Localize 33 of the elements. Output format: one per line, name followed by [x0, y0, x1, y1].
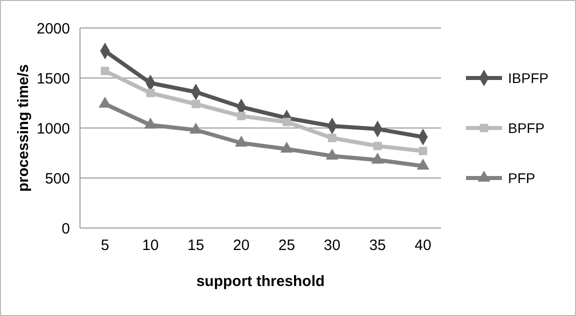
point: [328, 134, 336, 142]
point: [100, 66, 110, 76]
point: [373, 142, 382, 150]
point: [416, 158, 430, 170]
point: [146, 88, 155, 98]
point: [237, 112, 246, 120]
y-tick-label: 0: [62, 220, 70, 238]
x-tick-label: 15: [188, 237, 204, 254]
point: [371, 152, 384, 164]
x-axis-title: support threshold: [196, 273, 325, 290]
x-tick-label: 35: [369, 237, 386, 254]
point: [192, 100, 200, 108]
y-tick-label: 1000: [36, 120, 70, 138]
point: [144, 118, 157, 129]
y-tick-label: 2000: [36, 20, 70, 38]
x-tick-label: 10: [142, 237, 159, 254]
point: [280, 142, 294, 153]
legend-label: IBPFP: [508, 70, 548, 86]
point: [190, 122, 202, 134]
legend-label: BPFP: [508, 120, 545, 136]
x-tick-label: 40: [414, 237, 432, 254]
x-tick-label: 25: [278, 237, 296, 254]
x-tick-label: 30: [324, 237, 340, 254]
point: [418, 146, 428, 156]
point: [326, 148, 338, 160]
x-tick-label: 20: [232, 237, 250, 254]
point: [234, 136, 248, 147]
y-axis-title: processing time/s: [15, 64, 32, 192]
point: [282, 118, 291, 126]
x-tick-label: 5: [100, 237, 110, 254]
y-tick-label: 1500: [36, 70, 70, 88]
legend-label: PFP: [508, 170, 536, 186]
y-tick-label: 500: [44, 170, 70, 188]
